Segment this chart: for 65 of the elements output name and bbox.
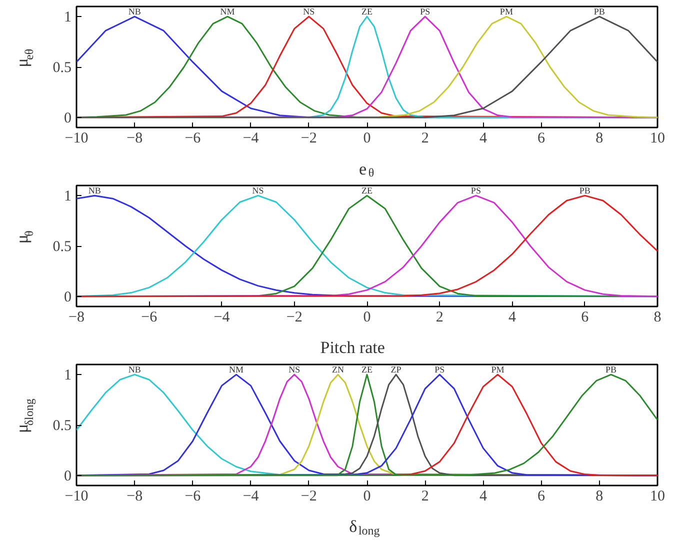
- x-tick-label: 6: [538, 130, 546, 146]
- y-tick-label: 0: [64, 468, 72, 484]
- y-tick-label: 1: [64, 368, 72, 384]
- series-label: NB: [88, 186, 101, 196]
- series-label: PS: [434, 364, 445, 375]
- x-tick-label: 10: [650, 488, 665, 504]
- y-tick-label: 1: [64, 188, 72, 205]
- series-label: PB: [594, 6, 605, 17]
- x-tick-label: 8: [654, 310, 662, 326]
- x-tick-label: −2: [286, 310, 302, 326]
- x-tick-label: −2: [300, 130, 317, 146]
- series-label: PS: [470, 186, 481, 196]
- x-tick-label: 2: [421, 488, 429, 504]
- series-label: NB: [128, 364, 141, 375]
- series-label: NS: [288, 364, 300, 375]
- x-tick-label: −6: [184, 488, 202, 504]
- series-label: NM: [220, 6, 235, 17]
- series-label: NS: [252, 186, 264, 196]
- x-tick-label: 6: [538, 488, 546, 504]
- x-tick-label: 8: [596, 130, 604, 146]
- series-label: NB: [128, 6, 141, 17]
- x-tick-label: 0: [363, 310, 371, 326]
- series-label: ZE: [362, 364, 373, 375]
- x-tick-label: 0: [363, 130, 371, 146]
- x-tick-label: 4: [479, 488, 488, 504]
- y-tick-label: 0: [64, 289, 72, 306]
- series-label: PM: [491, 364, 504, 375]
- x-tick-label: −6: [184, 130, 202, 146]
- series-label: NS: [303, 6, 315, 17]
- y-tick-label: 0.5: [52, 418, 72, 434]
- x-tick-label: −8: [68, 310, 84, 326]
- x-tick-label: 6: [581, 310, 590, 326]
- x-tick-label: −10: [64, 130, 88, 146]
- series-label: NM: [229, 364, 244, 375]
- series-label: PM: [500, 6, 513, 17]
- y-tick-label: 0: [64, 110, 72, 126]
- x-tick-label: −8: [126, 488, 143, 504]
- series-label: ZE: [362, 6, 373, 17]
- y-tick-label: 0.5: [52, 60, 72, 76]
- x-tick-label: −4: [214, 310, 230, 326]
- x-axis-title: Pitch rate: [320, 338, 385, 358]
- x-tick-label: −2: [300, 488, 317, 504]
- x-tick-label: 4: [479, 130, 488, 146]
- series-label: ZE: [362, 186, 373, 196]
- y-tick-label: 1: [64, 10, 72, 26]
- x-tick-label: 2: [421, 130, 429, 146]
- x-tick-label: −4: [242, 488, 260, 504]
- x-tick-label: −4: [242, 130, 260, 146]
- y-axis-title: μθ: [12, 230, 36, 244]
- x-tick-label: −8: [126, 130, 143, 146]
- series-label: PB: [606, 364, 617, 375]
- x-tick-label: 10: [650, 130, 665, 146]
- series-label: PS: [420, 6, 430, 17]
- x-tick-label: 4: [508, 310, 516, 326]
- x-tick-label: −6: [141, 310, 158, 326]
- x-tick-label: 8: [596, 488, 604, 504]
- x-tick-label: 2: [436, 310, 444, 326]
- y-axis-title: μeθ: [12, 48, 36, 68]
- x-tick-label: −10: [64, 488, 88, 504]
- y-tick-label: 0.5: [52, 239, 72, 255]
- y-axis-title: μδlong: [12, 398, 36, 433]
- x-tick-label: 0: [363, 488, 371, 504]
- series-label: ZN: [332, 364, 344, 375]
- series-label: PB: [579, 186, 590, 196]
- series-label: ZP: [390, 364, 402, 375]
